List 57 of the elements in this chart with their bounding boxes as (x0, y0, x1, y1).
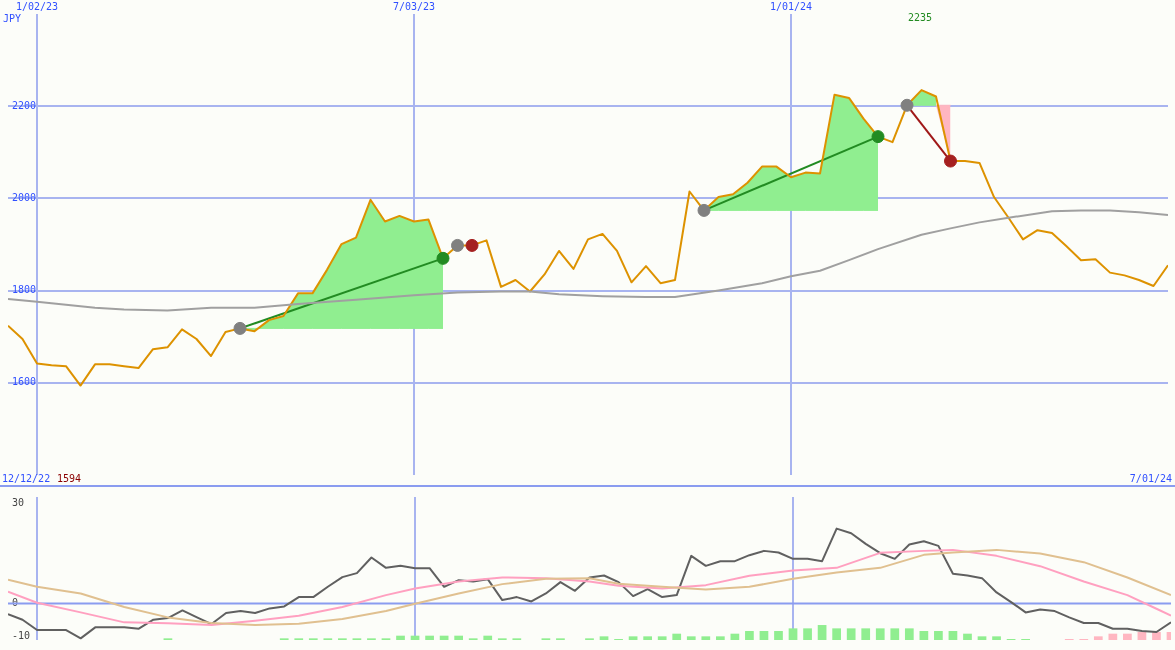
annotation: 7/01/24 (1129, 473, 1172, 485)
bar (745, 631, 754, 640)
point (697, 203, 711, 217)
point (436, 251, 450, 265)
bar (1108, 633, 1118, 640)
bar (701, 636, 711, 640)
bar (657, 636, 667, 640)
bar (425, 635, 434, 640)
point (465, 238, 479, 252)
bar (861, 628, 871, 640)
bar (715, 636, 725, 640)
bar (934, 631, 943, 640)
bar (686, 636, 696, 640)
bar (846, 628, 856, 640)
bar (1152, 632, 1161, 640)
y-axis-title: JPY (3, 13, 22, 25)
bar (1123, 633, 1132, 640)
annotation: 1594 (57, 473, 82, 485)
bar (977, 636, 987, 640)
bar (904, 628, 914, 640)
bar (454, 635, 464, 640)
bar (948, 631, 958, 640)
point (871, 130, 885, 144)
bar (483, 635, 493, 640)
bar (759, 631, 769, 640)
x-tick-label: 1/01/24 (769, 0, 813, 12)
annotation: 2235 (908, 12, 933, 24)
annotation: 12/12/22 (2, 473, 51, 485)
bar (774, 631, 783, 640)
y-tick-label: 1800 (12, 284, 37, 296)
x-tick-label: 7/03/23 (392, 0, 436, 12)
y-tick-label: 2200 (12, 99, 37, 111)
x-tick-label: 1/02/23 (15, 0, 59, 12)
bar (1137, 632, 1147, 640)
bar (672, 633, 682, 640)
bar (643, 636, 653, 640)
bar (875, 628, 885, 640)
point (900, 98, 914, 112)
y-tick-label: 30 (12, 497, 25, 509)
y-tick-label: -10 (12, 630, 31, 642)
bar (396, 635, 405, 640)
point (233, 321, 247, 335)
bar (817, 625, 827, 640)
y-tick-label: 1600 (12, 376, 37, 388)
bar (803, 628, 812, 640)
bar (832, 628, 841, 640)
bar (992, 636, 1001, 640)
point (451, 238, 464, 252)
bar (599, 636, 609, 640)
bar (963, 633, 972, 640)
y-tick-label: 2000 (12, 191, 37, 203)
bar (788, 628, 798, 640)
bar (628, 636, 638, 640)
bar (890, 628, 900, 640)
point (944, 154, 957, 168)
bar (1093, 636, 1103, 640)
bar (919, 631, 929, 640)
